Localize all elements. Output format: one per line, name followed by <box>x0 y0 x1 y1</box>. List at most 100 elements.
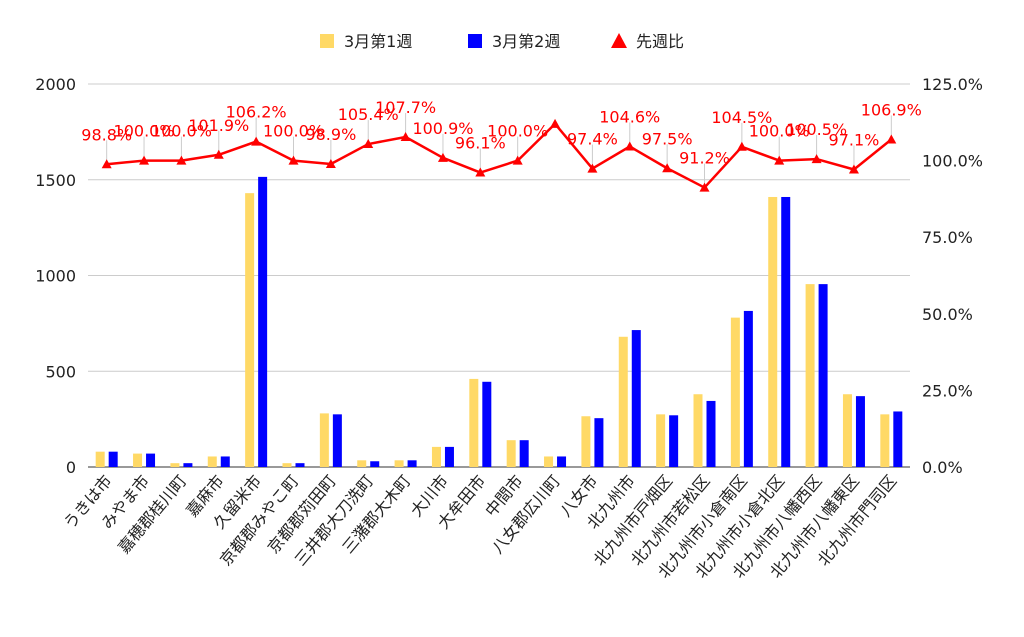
ratio-point <box>848 164 859 174</box>
bar-week1 <box>357 460 367 467</box>
bar-week2 <box>108 451 118 467</box>
bar-week2 <box>519 440 529 467</box>
bar-week2 <box>332 414 342 467</box>
bar-week2 <box>220 456 230 467</box>
ratio-point <box>662 163 673 173</box>
ratio-point <box>363 139 374 149</box>
ratio-data-label: 91.2% <box>679 149 730 168</box>
ratio-data-label: 100.0% <box>151 122 212 141</box>
bar-week2 <box>706 400 716 467</box>
ratio-data-label: 100.0% <box>487 122 548 141</box>
ratio-point <box>213 149 224 159</box>
bar-week2 <box>258 176 268 467</box>
bar-week1 <box>170 463 180 467</box>
bars <box>95 176 903 468</box>
y-right-tick-label: 100.0% <box>922 152 983 171</box>
ratio-data-label: 98.8% <box>81 125 132 144</box>
bar-week1 <box>282 463 292 467</box>
bar-week2 <box>295 463 305 467</box>
bar-week1 <box>618 336 628 467</box>
ratio-point <box>139 155 150 165</box>
ratio-point <box>736 141 747 151</box>
ratio-data-label: 106.2% <box>226 103 287 122</box>
ratio-point <box>811 154 822 164</box>
ratio-point <box>774 155 785 165</box>
ratio-data-label: 104.6% <box>599 108 660 127</box>
legend: 3月第1週 3月第2週 先週比 <box>320 32 684 51</box>
legend-swatch <box>320 34 334 48</box>
ratio-point <box>437 152 448 162</box>
bar-week2 <box>818 284 828 467</box>
ratio-point <box>550 118 561 128</box>
legend-label: 3月第2週 <box>492 32 560 51</box>
bar-week2 <box>370 461 380 467</box>
y-right-tick-label: 50.0% <box>922 305 973 324</box>
ratio-data-label: 97.1% <box>829 130 880 149</box>
bar-week1 <box>394 460 404 467</box>
bar-week2 <box>444 446 454 467</box>
ratio-point <box>699 182 710 192</box>
legend-swatch <box>611 33 627 48</box>
bar-week2 <box>594 418 604 467</box>
ratio-data-label: 101.9% <box>188 116 249 135</box>
bar-week1 <box>842 394 852 467</box>
bar-week1 <box>544 456 554 467</box>
bar-week1 <box>245 193 255 467</box>
ratio-data-label: 107.7% <box>375 98 436 117</box>
bar-week1 <box>133 453 143 467</box>
ratio-data-label: 100.0% <box>114 122 175 141</box>
bar-week1 <box>431 446 441 467</box>
ratio-point <box>886 134 897 144</box>
bar-week1 <box>730 317 740 467</box>
ratio-data-label: 97.4% <box>567 130 618 149</box>
bar-week1 <box>805 284 815 467</box>
ratio-data-label: 98.9% <box>305 125 356 144</box>
ratio-point <box>101 159 112 169</box>
bar-week2 <box>743 310 753 467</box>
ratio-line-path <box>106 122 893 189</box>
ratio-data-label: 105.4% <box>338 105 399 124</box>
legend-swatch <box>468 34 482 48</box>
bar-week1 <box>581 416 591 467</box>
bar-week1 <box>207 456 217 467</box>
bar-week1 <box>95 451 105 467</box>
ratio-data-label: 100.9% <box>412 119 473 138</box>
bar-week2 <box>669 415 679 467</box>
bar-week1 <box>768 196 778 468</box>
ratio-line: 98.8%100.0%100.0%101.9%106.2%100.0%98.9%… <box>81 98 922 192</box>
bar-week2 <box>407 460 417 467</box>
ratio-point <box>475 167 486 177</box>
bar-week1 <box>880 414 890 467</box>
y-right-tick-label: 75.0% <box>922 228 973 247</box>
bar-week2 <box>183 463 193 467</box>
ratio-data-label: 104.5% <box>711 108 772 127</box>
axes: 0 500 1000 1500 2000 0.0% 25.0% 50.0% 75.0% 100.0… <box>35 75 983 582</box>
y-right-tick-label: 0.0% <box>922 458 963 477</box>
y-left-tick-label: 1000 <box>35 267 76 286</box>
bar-week2 <box>557 456 567 467</box>
y-left-tick-label: 0 <box>66 458 76 477</box>
ratio-data-label: 97.5% <box>642 129 693 148</box>
y-left-tick-label: 2000 <box>35 75 76 94</box>
ratio-data-label: 100.0% <box>749 122 810 141</box>
bar-week2 <box>781 196 791 468</box>
y-left-tick-label: 1500 <box>35 171 76 190</box>
bar-week2 <box>482 381 492 467</box>
ratio-point <box>512 155 523 165</box>
bar-week1 <box>506 440 516 467</box>
ratio-point <box>288 155 299 165</box>
ratio-data-label: 96.1% <box>455 134 506 153</box>
legend-label: 先週比 <box>636 32 684 51</box>
ratio-point <box>325 158 336 168</box>
bar-week1 <box>319 413 329 467</box>
ratio-point <box>251 136 262 146</box>
bar-week1 <box>693 394 703 467</box>
ratio-point <box>176 155 187 165</box>
bar-week2 <box>631 330 641 467</box>
bar-week1 <box>469 378 479 467</box>
y-right-tick-label: 25.0% <box>922 381 973 400</box>
ratio-point <box>624 141 635 151</box>
ratio-point <box>587 163 598 173</box>
bar-week2 <box>855 396 865 467</box>
